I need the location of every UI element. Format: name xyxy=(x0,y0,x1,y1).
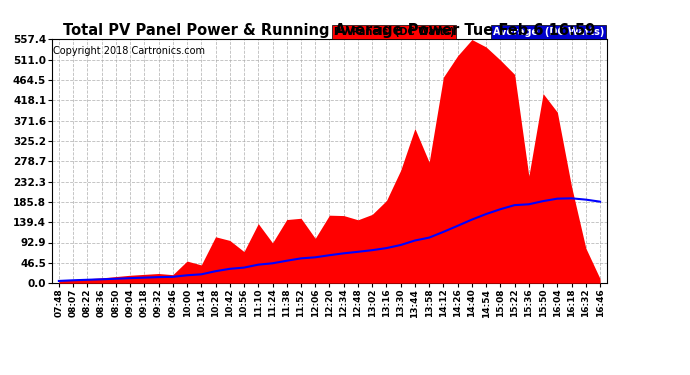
Text: Average  (DC Watts): Average (DC Watts) xyxy=(493,27,604,37)
Text: PV Panels  (DC Watts): PV Panels (DC Watts) xyxy=(334,27,455,37)
Text: Copyright 2018 Cartronics.com: Copyright 2018 Cartronics.com xyxy=(53,46,205,56)
Title: Total PV Panel Power & Running Average Power Tue Feb 6 16:59: Total PV Panel Power & Running Average P… xyxy=(63,23,595,38)
